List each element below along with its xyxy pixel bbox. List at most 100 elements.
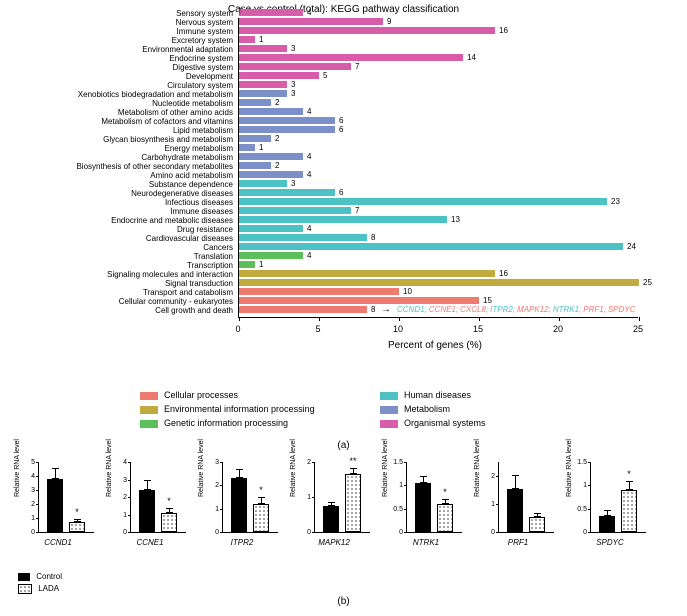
kegg-category-label: Biosynthesis of other secondary metaboli… — [28, 162, 233, 171]
gene-name: SPDYC — [608, 305, 636, 314]
kegg-bar-value: 2 — [275, 98, 279, 107]
panel-a-label: (a) — [0, 440, 687, 451]
mini-ytick-label: 0.5 — [577, 506, 587, 513]
kegg-bar — [239, 99, 271, 106]
kegg-category-label: Substance dependence — [28, 180, 233, 189]
gene-name: CCNE1; — [429, 305, 458, 314]
kegg-bar — [239, 252, 303, 259]
legend-lada-label: LADA — [38, 584, 59, 593]
kegg-bar-value: 4 — [307, 152, 311, 161]
mini-axes: 0123* — [222, 462, 278, 533]
xtick — [319, 317, 320, 321]
kegg-bar-value: 10 — [403, 287, 412, 296]
mini-ylabel: Relative RNA level — [290, 439, 297, 497]
bar-lada — [529, 517, 545, 532]
kegg-bar-value: 3 — [291, 44, 295, 53]
mini-ytick-label: 0 — [577, 529, 587, 536]
mini-ytick — [36, 462, 39, 463]
legend-item: Genetic information processing — [140, 418, 315, 432]
legend-swatch — [380, 392, 398, 400]
gene-name: MAPK12; — [517, 305, 551, 314]
kegg-bar-value: 7 — [355, 206, 359, 215]
mini-chart: 012345*Relative RNA levelCCND1 — [18, 462, 98, 562]
legend-text: Human diseases — [404, 390, 471, 400]
kegg-bar-value: 23 — [611, 197, 620, 206]
mini-gene-label: PRF1 — [478, 538, 558, 547]
mini-ytick — [404, 485, 407, 486]
mini-ytick-label: 2 — [117, 494, 127, 501]
kegg-bar — [239, 117, 335, 124]
kegg-category-label: Transcription — [28, 261, 233, 270]
mini-ytick — [36, 476, 39, 477]
kegg-category-label: Signal transduction — [28, 279, 233, 288]
kegg-bar — [239, 270, 495, 277]
mini-chart: 012**Relative RNA levelMAPK12 — [294, 462, 374, 562]
kegg-bar-value: 6 — [339, 188, 343, 197]
bar-lada — [621, 490, 637, 532]
kegg-bar — [239, 126, 335, 133]
gene-name: NTRK1; — [553, 305, 581, 314]
mini-ytick — [496, 532, 499, 533]
kegg-bar-value: 6 — [339, 125, 343, 134]
mini-axes: 01234* — [130, 462, 186, 533]
kegg-bar-value: 4 — [307, 170, 311, 179]
kegg-category-label: Transport and catabolism — [28, 288, 233, 297]
kegg-bar — [239, 63, 351, 70]
mini-ytick — [312, 497, 315, 498]
mini-ytick — [128, 462, 131, 463]
error-bar — [629, 481, 630, 490]
mini-ylabel: Relative RNA level — [566, 439, 573, 497]
mini-ytick-label: 0 — [25, 529, 35, 536]
mini-ytick-label: 0 — [117, 529, 127, 536]
kegg-category-label: Circulatory system — [28, 81, 233, 90]
kegg-category-label: Carbohydrate metabolism — [28, 153, 233, 162]
kegg-bar — [239, 153, 303, 160]
mini-ylabel: Relative RNA level — [198, 439, 205, 497]
kegg-bar — [239, 144, 255, 151]
kegg-bar-value: 5 — [323, 71, 327, 80]
x-axis-label: Percent of genes (%) — [388, 340, 482, 351]
mini-axes: 012** — [314, 462, 370, 533]
bar-control — [139, 490, 155, 532]
kegg-bar-value: 6 — [339, 116, 343, 125]
kegg-category-label: Infectious diseases — [28, 198, 233, 207]
legend-swatch — [140, 420, 158, 428]
kegg-category-label: Immune diseases — [28, 207, 233, 216]
mini-axes: 00.511.5* — [406, 462, 462, 533]
kegg-category-label: Translation — [28, 252, 233, 261]
kegg-bar-value: 4 — [307, 224, 311, 233]
kegg-bar — [239, 27, 495, 34]
mini-ytick-label: 1 — [25, 515, 35, 522]
mini-ytick — [36, 532, 39, 533]
kegg-bar — [239, 18, 383, 25]
xtick — [639, 317, 640, 321]
mini-gene-label: SPDYC — [570, 538, 650, 547]
last-row-arrow: → — [381, 305, 391, 314]
mini-ytick-label: 2 — [485, 473, 495, 480]
kegg-bar-value: 7 — [355, 62, 359, 71]
gene-name: CCND1; — [397, 305, 427, 314]
kegg-bar — [239, 54, 463, 61]
legend-text: Genetic information processing — [164, 418, 288, 428]
mini-ytick-label: 0 — [393, 529, 403, 536]
kegg-bar — [239, 171, 303, 178]
legend-swatch — [380, 420, 398, 428]
panel-b-label: (b) — [0, 596, 687, 607]
significance-mark: * — [253, 485, 269, 495]
kegg-bar — [239, 36, 255, 43]
kegg-category-label: Digestive system — [28, 63, 233, 72]
kegg-bar-value: 2 — [275, 161, 279, 170]
mini-chart: 00.511.5*Relative RNA levelSPDYC — [570, 462, 650, 562]
significance-mark: * — [161, 496, 177, 506]
mini-ytick-label: 1 — [393, 482, 403, 489]
kegg-category-label: Lipid metabolism — [28, 126, 233, 135]
mini-ytick — [588, 462, 591, 463]
kegg-category-label: Glycan biosynthesis and metabolism — [28, 135, 233, 144]
kegg-bar-value: 1 — [259, 35, 263, 44]
legend-text: Environmental information processing — [164, 404, 315, 414]
kegg-bar-value: 16 — [499, 26, 508, 35]
mini-ytick-label: 2 — [209, 482, 219, 489]
bar-lada — [345, 474, 361, 532]
mini-ytick — [404, 532, 407, 533]
kegg-bar — [239, 135, 271, 142]
